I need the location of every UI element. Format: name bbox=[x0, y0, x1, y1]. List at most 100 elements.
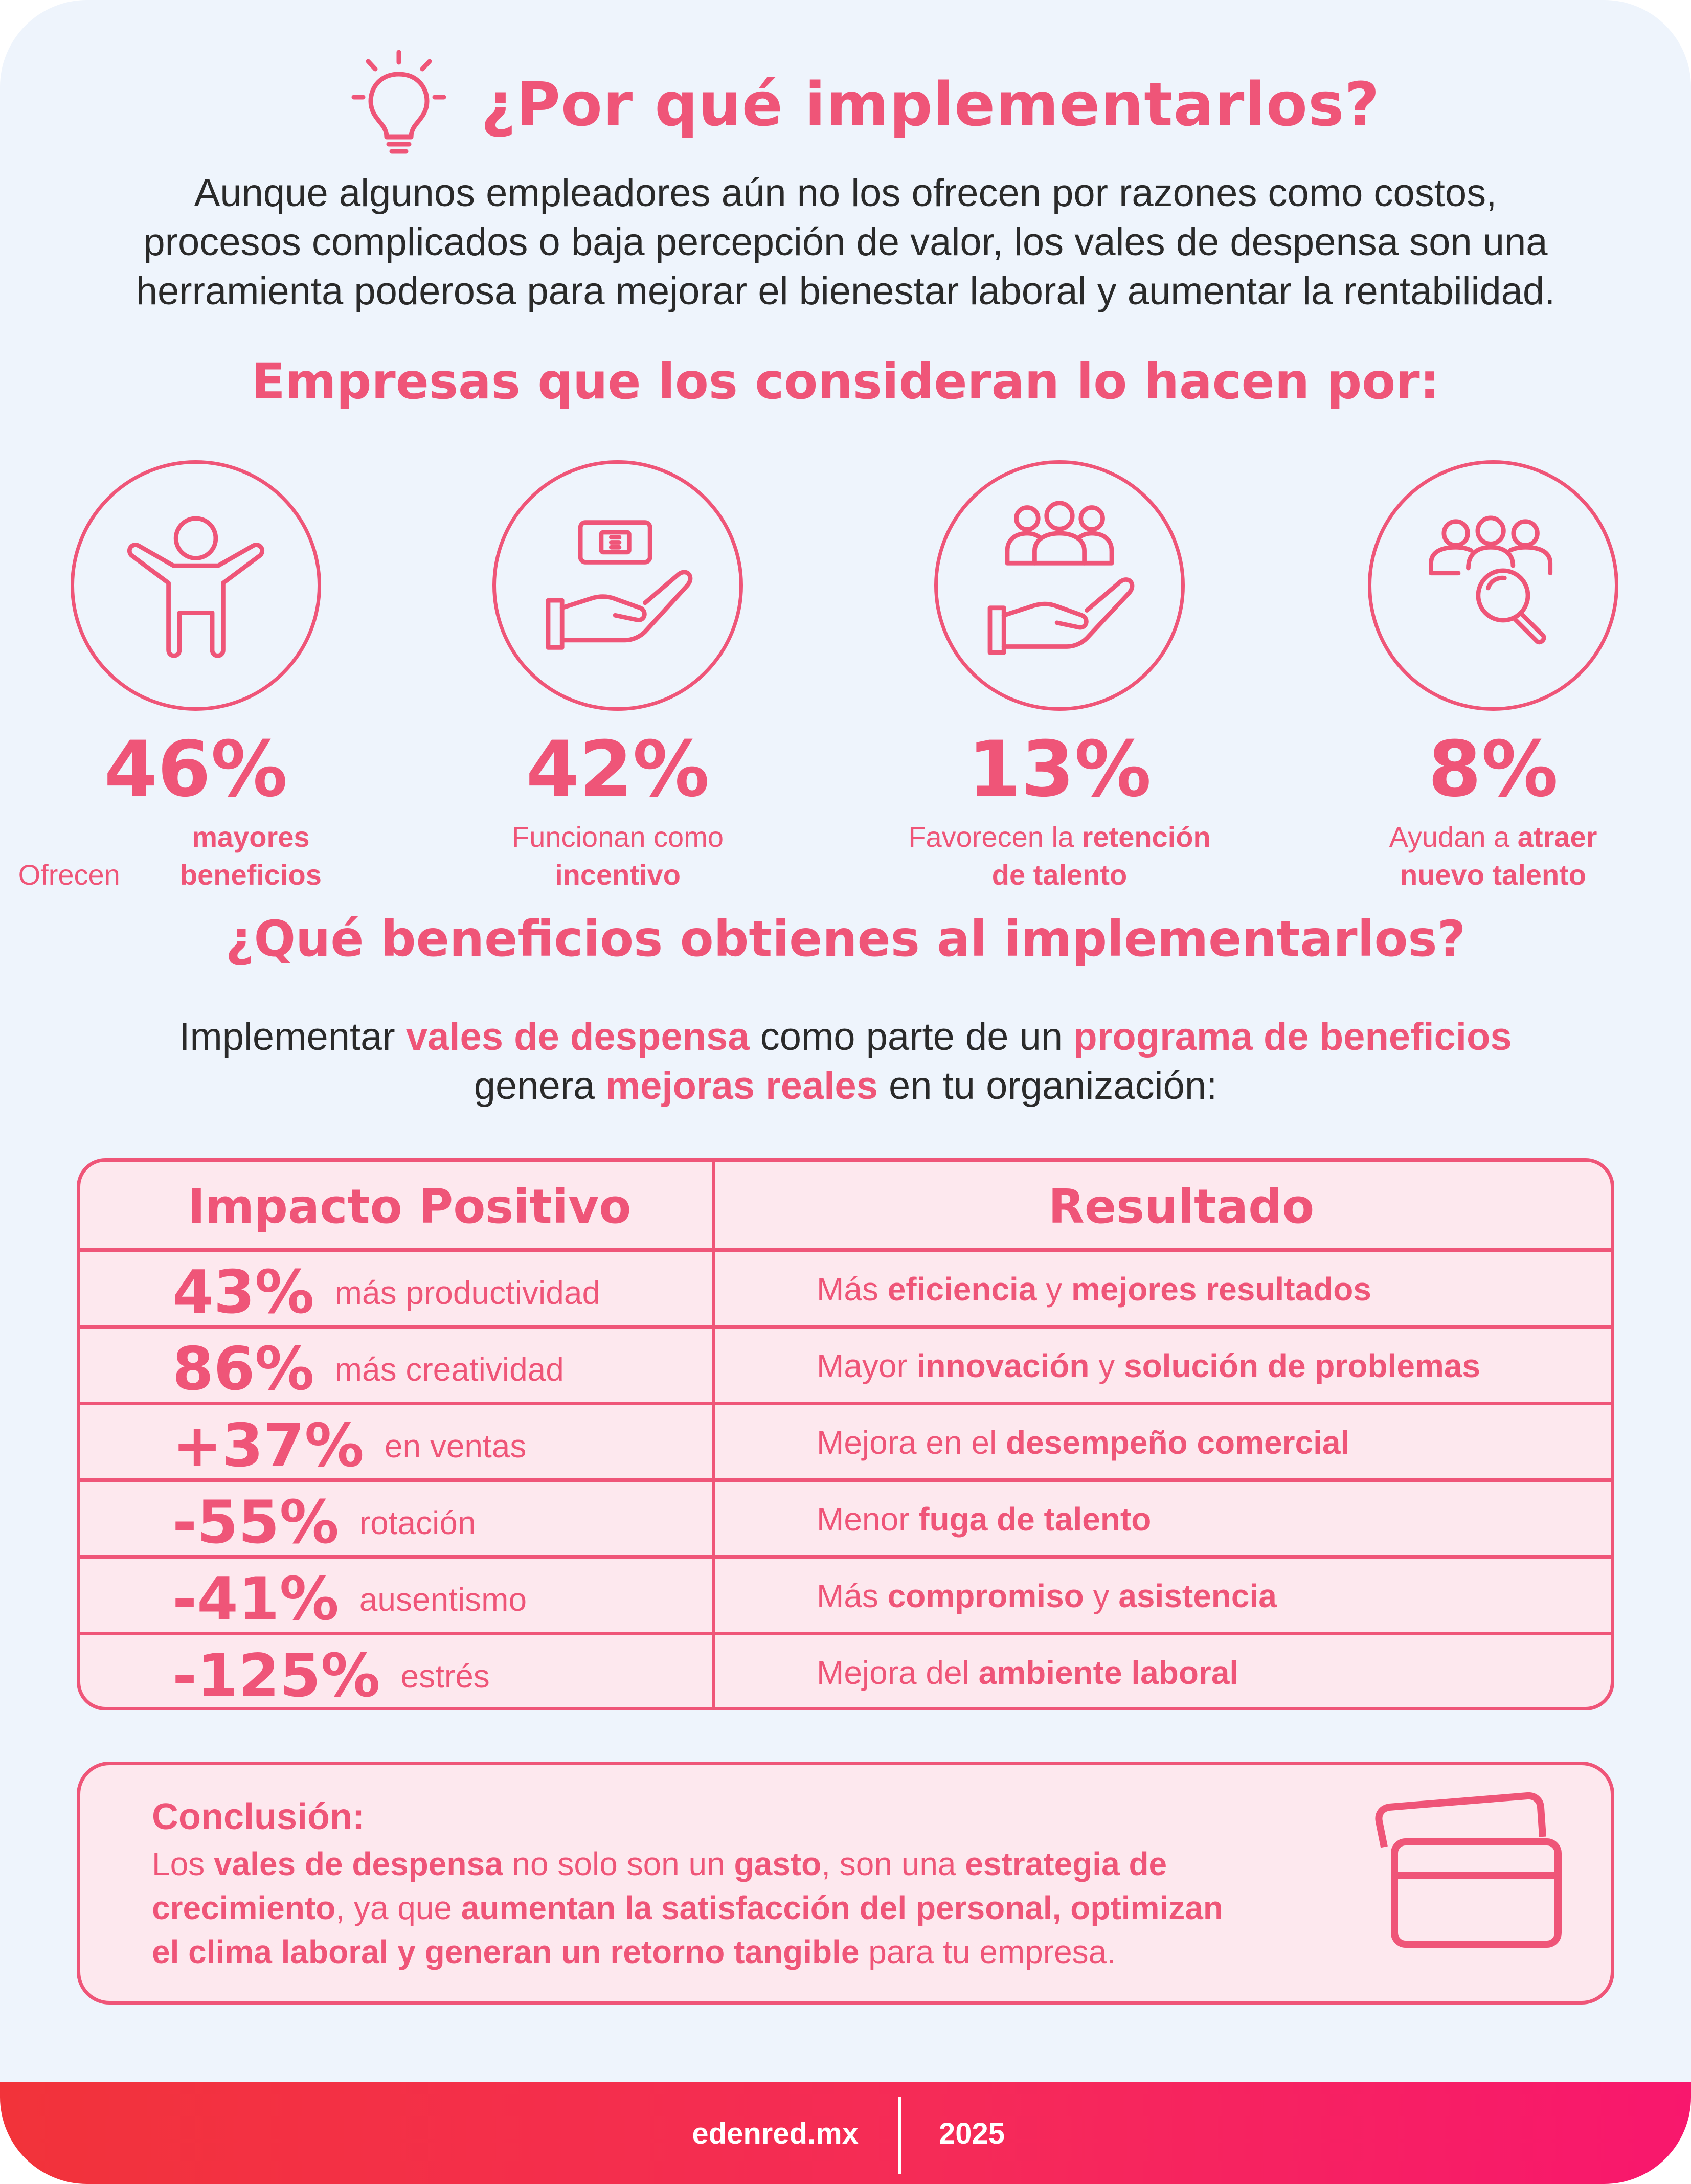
page-title: ¿Por qué implementarlos? bbox=[481, 69, 1380, 140]
stat-card: 46% Ofrecen mayores beneficios bbox=[12, 460, 380, 894]
result-cell: Más eficiencia y mejores resultados bbox=[817, 1270, 1371, 1308]
result-bold: asistencia bbox=[1118, 1578, 1277, 1614]
stat-bold-text: retención bbox=[1081, 821, 1211, 853]
footer: edenred.mx 2025 bbox=[0, 2082, 1691, 2184]
result-cell: Mejora del ambiente laboral bbox=[817, 1654, 1238, 1692]
impact-cell: -55% rotación bbox=[172, 1488, 476, 1557]
stat-description: Ofrecen mayores beneficios bbox=[12, 818, 380, 894]
result-bold: mejores resultados bbox=[1071, 1271, 1371, 1308]
bold: el clima laboral y generan un retorno ta… bbox=[152, 1933, 860, 1970]
stat-value: 13% bbox=[967, 725, 1152, 814]
intro-text: genera bbox=[474, 1064, 606, 1108]
result-text: Mayor bbox=[817, 1347, 917, 1384]
conclusion-box: Conclusión: Los vales de despensa no sol… bbox=[77, 1762, 1614, 2005]
stat-text: Funcionan como bbox=[511, 821, 724, 853]
stat-text: Ayudan a bbox=[1389, 821, 1518, 853]
text: , ya que bbox=[335, 1889, 461, 1926]
result-cell: Más compromiso y asistencia bbox=[817, 1577, 1277, 1615]
text: Los bbox=[152, 1845, 214, 1882]
impact-value: -41% bbox=[172, 1565, 339, 1634]
conclusion-title: Conclusión: bbox=[152, 1796, 365, 1837]
footer-divider bbox=[898, 2097, 901, 2174]
hand-holding-people-icon bbox=[987, 501, 1135, 655]
stat-value: 42% bbox=[526, 725, 710, 814]
stat-bold-text: mayores beneficios bbox=[179, 821, 322, 891]
people-search-icon bbox=[1429, 515, 1553, 645]
impact-label: estrés bbox=[400, 1657, 490, 1695]
table-header: Impacto Positivo bbox=[188, 1179, 632, 1234]
impact-cell: -125% estrés bbox=[172, 1641, 490, 1707]
text: para tu empresa. bbox=[859, 1933, 1116, 1970]
impact-cell: -41% ausentismo bbox=[172, 1565, 527, 1634]
result-text: Mejora del bbox=[817, 1654, 979, 1691]
impact-cell: 86% más creatividad bbox=[172, 1335, 564, 1404]
stat-circle bbox=[934, 460, 1185, 711]
intro-highlight: mejoras reales bbox=[605, 1064, 878, 1108]
result-text: y bbox=[1084, 1578, 1119, 1614]
intro-paragraph: Aunque algunos empleadores aún no los of… bbox=[51, 169, 1640, 316]
stat-card: 42% Funcionan como incentivo bbox=[434, 460, 802, 894]
stat-text: Ofrecen bbox=[18, 859, 128, 891]
cards-icon bbox=[1375, 1792, 1562, 1948]
impact-value: -55% bbox=[172, 1488, 339, 1557]
stat-description: Favorecen la retención de talento bbox=[875, 818, 1244, 894]
hand-holding-card-icon bbox=[546, 520, 693, 650]
bold: aumentan la satisfacción del personal, o… bbox=[461, 1889, 1223, 1926]
bold: gasto bbox=[734, 1845, 822, 1882]
result-bold: fuga de talento bbox=[918, 1501, 1152, 1538]
stat-description: Funcionan como incentivo bbox=[434, 818, 802, 894]
person-arms-open-icon bbox=[127, 516, 265, 658]
stat-bold-text: incentivo bbox=[555, 859, 681, 891]
stat-text: Favorecen la bbox=[908, 821, 1082, 853]
stat-circle bbox=[492, 460, 743, 711]
reasons-title: Empresas que los consideran lo hacen por… bbox=[252, 353, 1439, 410]
bold: crecimiento bbox=[152, 1889, 336, 1926]
stat-bold-text-line2: de talento bbox=[991, 859, 1128, 891]
result-cell: Menor fuga de talento bbox=[817, 1500, 1151, 1538]
result-bold: innovación bbox=[916, 1347, 1090, 1384]
benefits-title: ¿Qué beneficios obtienes al implementarl… bbox=[225, 910, 1466, 967]
table-header-row: Impacto Positivo Resultado bbox=[80, 1162, 1611, 1252]
intro-text: como parte de un bbox=[749, 1015, 1074, 1059]
impact-label: ausentismo bbox=[359, 1581, 527, 1618]
table-header: Resultado bbox=[1048, 1179, 1315, 1234]
table-row: -125% estrés Mejora del ambiente laboral bbox=[80, 1635, 1611, 1707]
result-text: Más bbox=[817, 1271, 888, 1308]
impact-label: más creatividad bbox=[334, 1350, 564, 1388]
result-text: Menor bbox=[817, 1501, 919, 1538]
impact-table: Impacto Positivo Resultado 43% más produc… bbox=[77, 1158, 1614, 1710]
result-text: y bbox=[1089, 1347, 1124, 1384]
stat-card: 13% Favorecen la retención de talento bbox=[875, 460, 1244, 894]
stat-card: 8% Ayudan a atraer nuevo talento bbox=[1309, 460, 1677, 894]
result-text: Más bbox=[817, 1578, 888, 1614]
stat-description: Ayudan a atraer nuevo talento bbox=[1309, 818, 1677, 894]
result-bold: solución de problemas bbox=[1123, 1347, 1480, 1384]
conclusion-text: Los vales de despensa no solo son un gas… bbox=[152, 1842, 1410, 1974]
stat-circle bbox=[1368, 460, 1618, 711]
result-text: Mejora en el bbox=[817, 1424, 1006, 1461]
stat-value: 8% bbox=[1428, 725, 1559, 814]
text: no solo son un bbox=[503, 1845, 734, 1882]
header: ¿Por qué implementarlos? bbox=[0, 46, 1691, 164]
intro-line: herramienta poderosa para mejorar el bie… bbox=[136, 269, 1555, 313]
result-cell: Mayor innovación y solución de problemas bbox=[817, 1347, 1480, 1385]
impact-value: 43% bbox=[172, 1258, 314, 1327]
intro-text: Implementar bbox=[179, 1015, 406, 1059]
stat-circle bbox=[71, 460, 321, 711]
table-divider bbox=[712, 1162, 715, 1707]
footer-site[interactable]: edenred.mx bbox=[692, 2117, 859, 2150]
impact-value: +37% bbox=[172, 1411, 364, 1480]
result-bold: eficiencia bbox=[887, 1271, 1037, 1308]
intro-highlight: vales de despensa bbox=[405, 1015, 750, 1059]
intro-text: en tu organización: bbox=[877, 1064, 1217, 1108]
table-row: -55% rotación Menor fuga de talento bbox=[80, 1482, 1611, 1559]
result-bold: ambiente laboral bbox=[978, 1654, 1239, 1691]
impact-cell: 43% más productividad bbox=[172, 1258, 600, 1327]
result-text: y bbox=[1036, 1271, 1071, 1308]
result-bold: desempeño comercial bbox=[1005, 1424, 1350, 1461]
table-row: 43% más productividad Más eficiencia y me… bbox=[80, 1252, 1611, 1329]
table-row: 86% más creatividad Mayor innovación y so… bbox=[80, 1329, 1611, 1405]
benefits-intro: Implementar vales de despensa como parte… bbox=[0, 1012, 1691, 1111]
intro-line: Aunque algunos empleadores aún no los of… bbox=[194, 171, 1497, 215]
